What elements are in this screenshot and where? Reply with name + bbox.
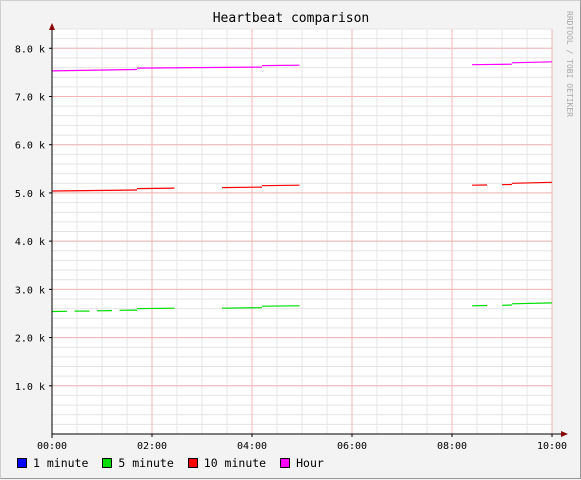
legend-label: 1 minute	[33, 456, 88, 470]
x-tick-label: 06:00	[337, 441, 367, 452]
series-line-10-minute	[222, 187, 262, 188]
chart-title: Heartbeat comparison	[213, 11, 370, 26]
legend-label: 5 minute	[118, 456, 173, 470]
legend-item: 1 minute	[17, 456, 88, 470]
legend-item: 10 minute	[188, 456, 266, 470]
legend-item: Hour	[280, 456, 324, 470]
legend-swatch	[17, 458, 27, 468]
y-tick-label: 1.0 k	[15, 382, 45, 393]
legend-swatch	[102, 458, 112, 468]
x-tick-label: 10:00	[537, 441, 567, 452]
x-tick-label: 02:00	[137, 441, 167, 452]
series-line-10-minute	[262, 185, 300, 186]
x-tick-label: 04:00	[237, 441, 267, 452]
legend-label: Hour	[296, 456, 324, 470]
y-tick-label: 4.0 k	[15, 237, 45, 248]
y-tick-label: 5.0 k	[15, 189, 45, 200]
y-tick-label: 8.0 k	[15, 44, 45, 55]
series-line-5-minute	[222, 308, 262, 309]
x-tick-label: 00:00	[37, 441, 67, 452]
legend-item: 5 minute	[102, 456, 173, 470]
chart-legend: 1 minute 5 minute 10 minute Hour	[17, 455, 324, 471]
plot-area: 1.0 k 2.0 k 3.0 k 4.0 k 5.0 k 6.0 k 7.0 k 8.0 k…	[15, 23, 568, 452]
y-axis-arrow	[49, 23, 55, 30]
y-tick-label: 7.0 k	[15, 93, 45, 104]
series-line-10-minute	[137, 188, 175, 189]
legend-label: 10 minute	[204, 456, 266, 470]
y-tick-label: 6.0 k	[15, 141, 45, 152]
x-axis-arrow	[561, 431, 568, 437]
y-tick-label: 2.0 k	[15, 334, 45, 345]
chart-watermark: RRDTOOL / TOBI OETIKER	[565, 11, 574, 117]
x-tick-label: 08:00	[437, 441, 467, 452]
legend-swatch	[188, 458, 198, 468]
series-line-hour	[472, 64, 512, 65]
legend-swatch	[280, 458, 290, 468]
y-tick-label: 3.0 k	[15, 285, 45, 296]
